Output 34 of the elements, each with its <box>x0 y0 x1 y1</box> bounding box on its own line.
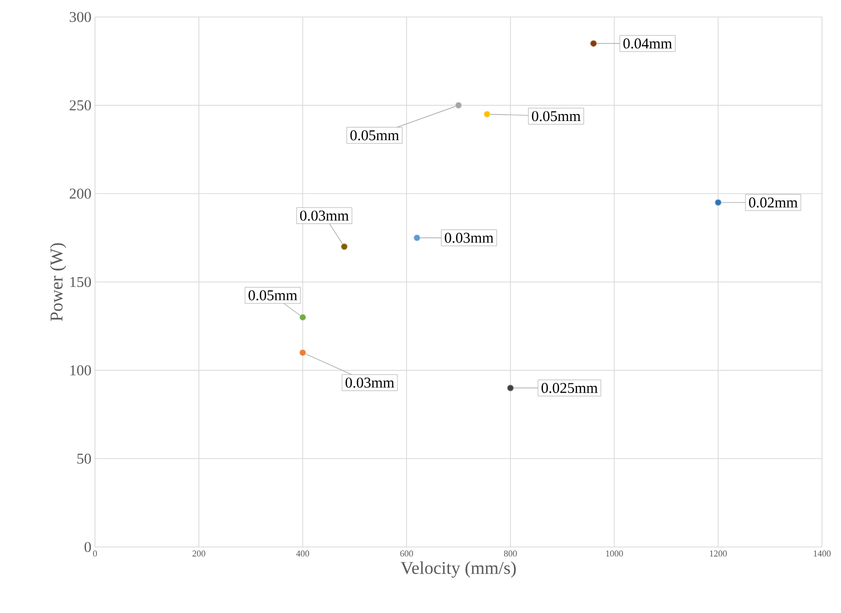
point <box>484 110 491 118</box>
x-tick-label: 1200 <box>710 550 727 557</box>
y-tick-label: 150 <box>70 276 91 288</box>
y-tick-label: 100 <box>70 365 91 376</box>
annotation: 0.04mm <box>623 38 672 49</box>
point <box>455 102 462 109</box>
point <box>506 384 514 392</box>
annotation: 0.05mm <box>532 111 581 122</box>
x-tick-label: 1400 <box>814 550 831 557</box>
annotation: 0.05mm <box>248 290 298 300</box>
point <box>299 349 306 356</box>
x-tick-label: 0 <box>93 550 97 557</box>
annotation: 0.025mm <box>542 382 598 394</box>
point <box>590 40 598 47</box>
y-tick-label: 250 <box>70 100 91 110</box>
x-tick-label: 1000 <box>606 550 623 557</box>
y-tick-label: 50 <box>77 454 91 464</box>
y-tick-label: 300 <box>70 12 91 22</box>
x-tick-label: 600 <box>400 550 413 557</box>
annotation: 0.02mm <box>749 197 798 208</box>
y-axis-title: Power (W) <box>50 243 66 322</box>
x-tick-label: 200 <box>192 550 206 557</box>
y-tick-label: 200 <box>70 188 91 199</box>
x-tick-label: 800 <box>504 550 517 557</box>
point <box>714 198 722 206</box>
x-axis-title: Velocity (mm/s) <box>400 561 516 578</box>
annotation: 0.03mm <box>300 210 349 221</box>
point <box>413 234 420 242</box>
point <box>340 243 348 250</box>
annotation: 0.03mm <box>444 232 494 243</box>
point <box>299 314 306 321</box>
annotation: 0.05mm <box>350 130 399 140</box>
x-tick-label: 400 <box>296 550 310 557</box>
annotation: 0.03mm <box>346 378 394 388</box>
